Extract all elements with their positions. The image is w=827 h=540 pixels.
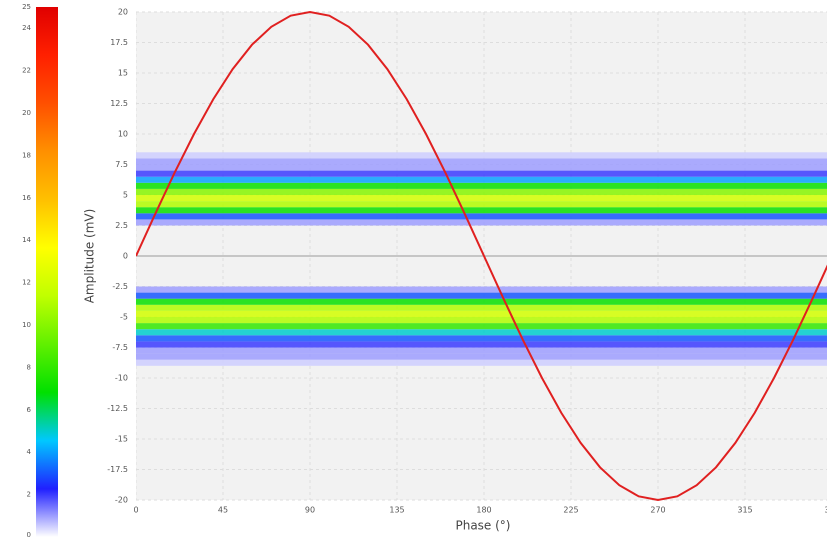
y-axis-title: Amplitude (mV) (83, 209, 97, 304)
density-cell (136, 323, 827, 330)
density-cell (136, 347, 827, 354)
colorbar-tick-label: 25 (22, 3, 31, 11)
y-tick-label: -20 (115, 496, 128, 505)
colorbar-tick-label: 18 (22, 151, 31, 159)
x-tick-label: 270 (650, 506, 665, 515)
x-tick-label: 0 (133, 506, 138, 515)
sine-line (136, 10, 827, 502)
x-tick-label: 45 (218, 506, 228, 515)
density-cell (136, 335, 827, 342)
colorbar-tick-label: 4 (27, 448, 32, 456)
plot (136, 10, 827, 502)
density-cell (136, 176, 827, 183)
density-cell (136, 158, 827, 165)
colorbar-tick-label: 8 (27, 363, 31, 371)
y-tick-label: 20 (118, 8, 128, 17)
y-tick-label: -2.5 (112, 282, 128, 291)
x-tick-label: 225 (563, 506, 578, 515)
density-cell (136, 341, 827, 348)
density-cell (136, 152, 827, 159)
x-axis-title: Phase (°) (455, 519, 510, 533)
colorbar-tick-label: 24 (22, 24, 31, 32)
colorbar-tick-label: 22 (22, 67, 31, 75)
colorbar (36, 7, 58, 537)
y-tick-label: 2.5 (115, 221, 128, 230)
density-cell (136, 188, 827, 195)
density-cell (136, 310, 827, 317)
x-tick-label: 315 (737, 506, 752, 515)
x-tick-label: 135 (389, 506, 404, 515)
density-cell (136, 329, 827, 336)
x-tick-label: 90 (305, 506, 315, 515)
density-cell (136, 298, 827, 305)
colorbar-tick-label: 16 (22, 194, 31, 202)
colorbar-tick-label: 0 (27, 531, 31, 539)
y-tick-label: -15 (115, 435, 128, 444)
density-cell (136, 207, 827, 214)
y-tick-label: -17.5 (107, 465, 128, 474)
colorbar-tick-label: 20 (22, 109, 31, 117)
y-tick-label: 15 (118, 69, 128, 78)
colorbar-tick-label: 14 (22, 236, 31, 244)
y-tick-label: -5 (120, 313, 128, 322)
density-cell (136, 164, 827, 171)
density-cell (136, 219, 827, 226)
y-tick-label: -12.5 (107, 404, 128, 413)
y-tick-label: -10 (115, 374, 128, 383)
density-cell (136, 359, 827, 366)
y-tick-label: 12.5 (110, 99, 128, 108)
y-tick-label: 10 (118, 130, 128, 139)
colorbar-tick-label: 12 (22, 279, 31, 287)
y-tick-label: 17.5 (110, 38, 128, 47)
colorbar-tick-label: 6 (27, 406, 32, 414)
x-tick-label: 180 (476, 506, 491, 515)
density-cell (136, 353, 827, 360)
density-cell (136, 170, 827, 177)
colorbar-tick-label: 2 (27, 491, 31, 499)
density-cell (136, 292, 827, 299)
density-cell (136, 201, 827, 208)
y-tick-label: 0 (123, 252, 128, 261)
density-cell (136, 182, 827, 189)
colorbar-tick-label: 10 (22, 321, 31, 329)
y-tick-label: 7.5 (115, 160, 128, 169)
density-cell (136, 286, 827, 293)
density-cell (136, 317, 827, 324)
y-tick-label: 5 (123, 191, 128, 200)
density-cell (136, 195, 827, 202)
y-tick-label: -7.5 (112, 343, 128, 352)
density-cell (136, 213, 827, 220)
density-cell (136, 304, 827, 311)
x-tick-label: 360 (824, 506, 827, 515)
